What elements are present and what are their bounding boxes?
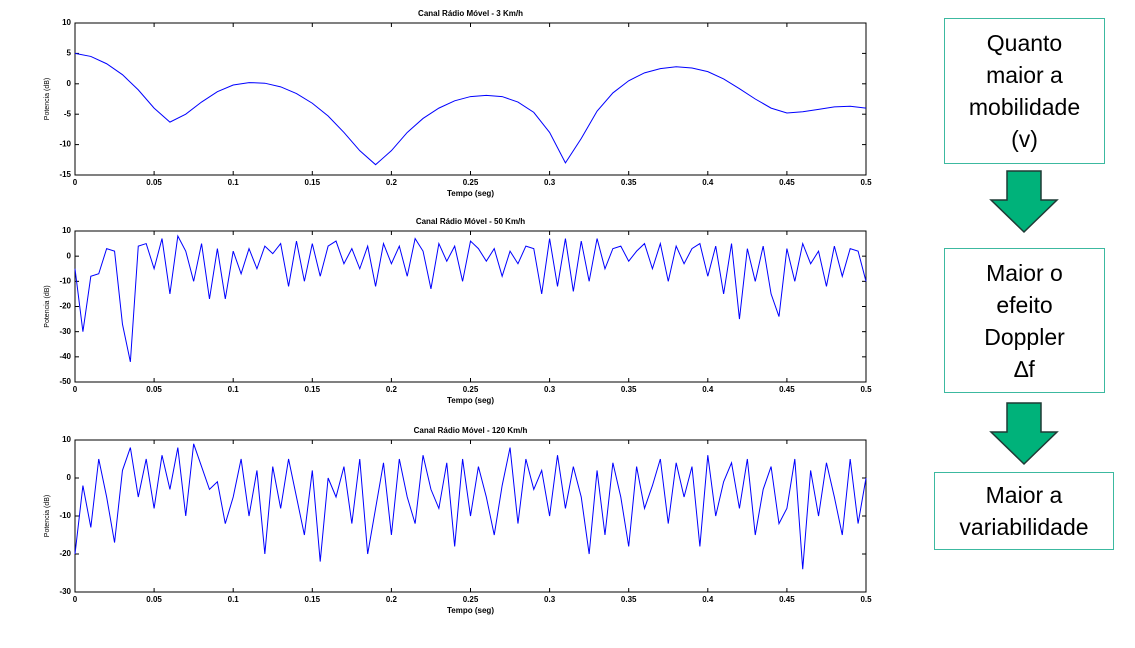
x-tick-label: 0.05 [146,385,162,394]
box-text: efeito [996,291,1053,318]
y-tick-label: 10 [62,18,71,27]
y-tick-label: -15 [59,170,71,179]
box-text: ∆f [1014,355,1035,382]
x-tick-label: 0.2 [386,385,398,394]
box: Maior o efeito Doppler ∆f [944,248,1105,393]
x-tick-label: 0.4 [702,385,714,394]
y-tick-label: -20 [59,302,71,311]
x-tick-label: 0.45 [779,178,795,187]
x-axis-label: Tempo (seg) [447,189,494,198]
x-tick-label: 0 [73,385,78,394]
box-text: Maior a [985,482,1063,508]
x-tick-label: 0.15 [305,178,321,187]
y-tick-label: -5 [64,109,72,118]
y-tick-label: -30 [59,327,71,336]
x-tick-label: 0.5 [860,385,872,394]
x-tick-label: 0.2 [386,178,398,187]
x-tick-label: 0.25 [463,178,479,187]
data-line [74,234,867,362]
y-tick-label: -40 [59,352,71,361]
x-tick-label: 0 [73,595,78,604]
charts: Canal Rádio Móvel - 3 Km/h Tempo (seg) Pot… [44,9,872,615]
x-tick-label: 0.1 [228,178,240,187]
y-tick-label: 10 [62,435,71,444]
x-tick-label: 0.3 [544,595,556,604]
x-axis-label: Tempo (seg) [447,396,494,405]
x-tick-label: 0.35 [621,178,637,187]
x-axis-label: Tempo (seg) [447,606,494,615]
y-tick-label: 0 [67,473,72,482]
x-tick-label: 0.5 [860,595,872,604]
box: Quanto maior a mobilidade (v) [944,18,1105,164]
x-tick-label: 0.15 [305,595,321,604]
box-text: maior a [986,62,1063,88]
x-tick-label: 0.45 [779,595,795,604]
arrow [989,170,1059,234]
x-tick-label: 0.05 [146,178,162,187]
y-tick-label: -30 [59,587,71,596]
y-axis-label: Potencia (dB) [44,285,51,327]
y-tick-label: 10 [62,226,71,235]
y-tick-label: 0 [67,79,72,88]
y-tick-label: -10 [59,511,71,520]
y-tick-label: -50 [59,377,71,386]
arrow [989,402,1059,466]
y-tick-label: 5 [67,49,72,58]
x-tick-label: 0.3 [544,385,556,394]
x-tick-label: 0.3 [544,178,556,187]
x-tick-label: 0 [73,178,78,187]
x-tick-label: 0.5 [860,178,872,187]
y-tick-label: -10 [59,276,71,285]
arrow-shape [989,402,1059,466]
data-line [74,443,867,570]
box-text: Maior o [986,259,1063,286]
chart-title: Canal Rádio Móvel - 120 Km/h [414,426,528,435]
box-text: (v) [1011,126,1038,152]
data-line [74,52,867,166]
box-text: mobilidade [968,94,1081,120]
x-tick-label: 0.4 [702,178,714,187]
box: Maior a variabilidade [934,472,1114,550]
x-tick-label: 0.05 [146,595,162,604]
x-tick-label: 0.4 [702,595,714,604]
plot-area [74,230,867,383]
y-tick-label: 0 [67,251,72,260]
x-tick-label: 0.45 [779,385,795,394]
y-axis-label: Potencia (dB) [44,495,51,537]
arrow-shape [989,170,1059,234]
x-tick-label: 0.35 [621,595,637,604]
x-tick-label: 0.1 [228,595,240,604]
y-axis-label: Potencia (dB) [44,78,51,120]
box-text: Quanto [986,30,1063,56]
x-tick-label: 0.2 [386,595,398,604]
chart-title: Canal Rádio Móvel - 50 Km/h [416,217,525,226]
y-tick-label: -10 [59,140,71,149]
box-text: variabilidade [959,514,1089,540]
x-tick-label: 0.25 [463,595,479,604]
x-tick-label: 0.1 [228,385,240,394]
x-tick-label: 0.15 [305,385,321,394]
plot-area [74,22,867,176]
x-tick-label: 0.25 [463,385,479,394]
box-text: Doppler [984,323,1065,350]
y-tick-label: -20 [59,549,71,558]
chart-title: Canal Rádio Móvel - 3 Km/h [418,9,523,18]
x-tick-label: 0.35 [621,385,637,394]
